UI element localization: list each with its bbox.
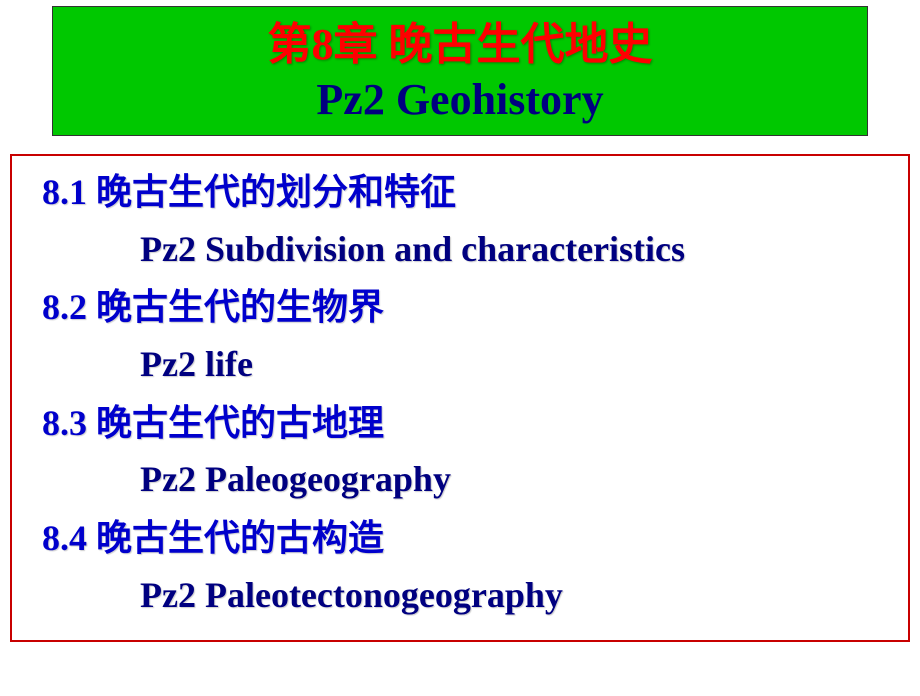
title-box: 第8章 晚古生代地史 Pz2 Geohistory [52,6,868,136]
section-1: 8.1 晚古生代的划分和特征 Pz2 Subdivision and chara… [12,164,908,277]
section-1-chinese: 8.1 晚古生代的划分和特征 [12,164,908,222]
section-2-chinese: 8.2 晚古生代的生物界 [12,279,908,337]
title-chinese: 第8章 晚古生代地史 [53,17,867,72]
section-2-english: Pz2 life [12,337,908,393]
section-2: 8.2 晚古生代的生物界 Pz2 life [12,279,908,392]
section-4-english: Pz2 Paleotectonogeography [12,568,908,624]
section-4: 8.4 晚古生代的古构造 Pz2 Paleotectonogeography [12,510,908,623]
content-box: 8.1 晚古生代的划分和特征 Pz2 Subdivision and chara… [10,154,910,642]
section-3-chinese: 8.3 晚古生代的古地理 [12,395,908,453]
section-3-english: Pz2 Paleogeography [12,452,908,508]
title-english: Pz2 Geohistory [53,72,867,127]
section-4-chinese: 8.4 晚古生代的古构造 [12,510,908,568]
section-1-english: Pz2 Subdivision and characteristics [12,222,908,278]
section-3: 8.3 晚古生代的古地理 Pz2 Paleogeography [12,395,908,508]
